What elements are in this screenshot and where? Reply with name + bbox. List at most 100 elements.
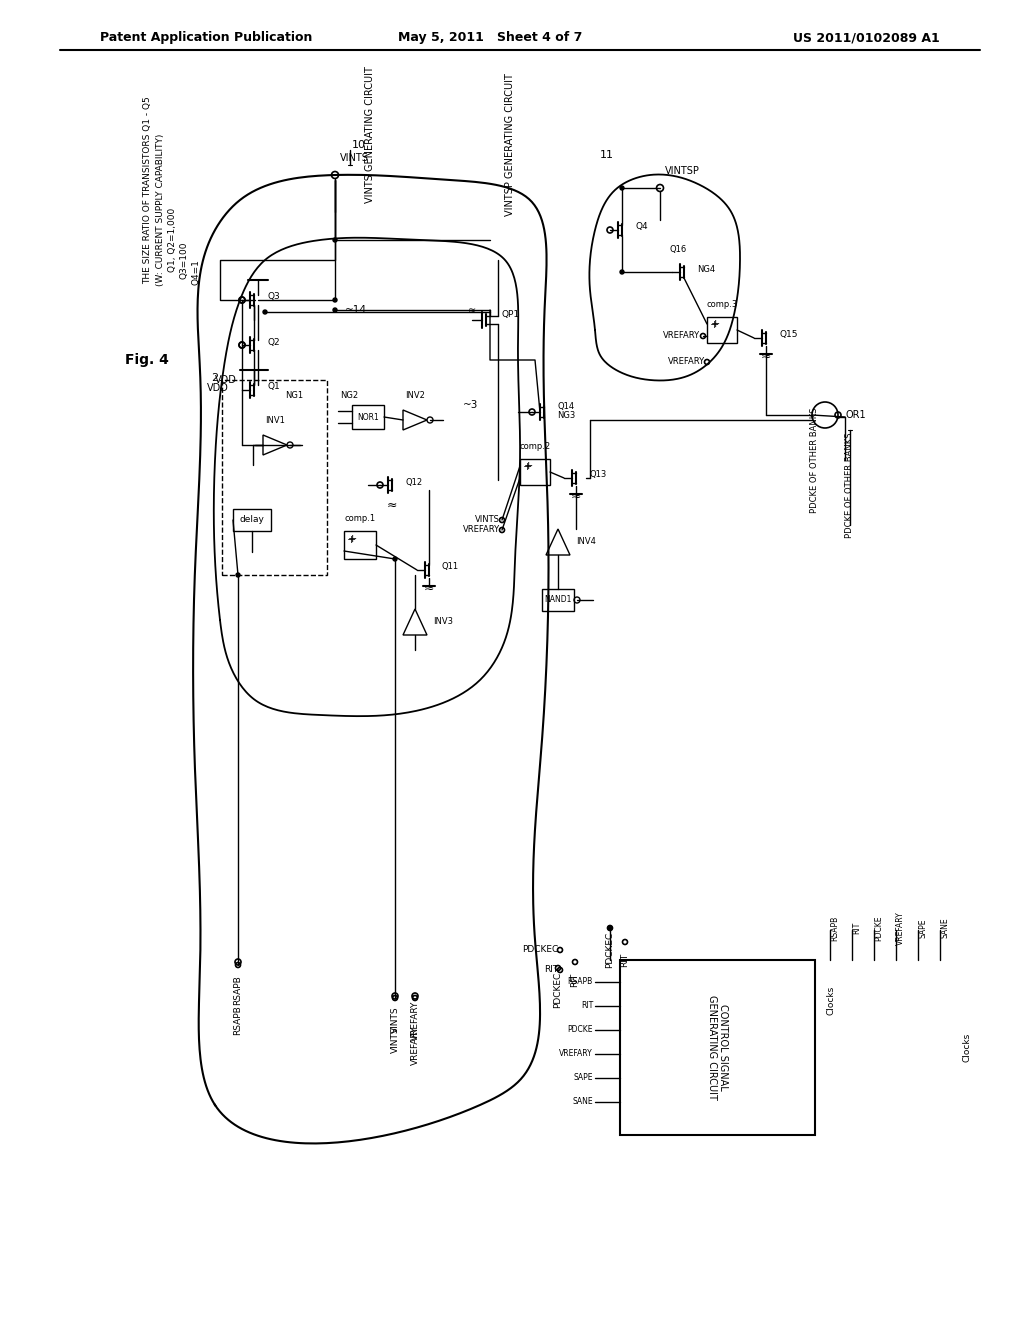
Text: comp.3: comp.3 xyxy=(707,300,737,309)
Text: comp.2: comp.2 xyxy=(519,442,551,451)
Text: NOR1: NOR1 xyxy=(357,412,379,421)
Text: +: + xyxy=(346,535,355,545)
Text: +: + xyxy=(347,535,356,544)
Text: VREFARY: VREFARY xyxy=(411,1001,420,1040)
Text: CONTROL SIGNAL
GENERATING CIRCUIT: CONTROL SIGNAL GENERATING CIRCUIT xyxy=(707,995,728,1100)
Text: SANE: SANE xyxy=(572,1097,593,1106)
Text: VINTSP GENERATING CIRCUIT: VINTSP GENERATING CIRCUIT xyxy=(505,74,515,216)
Text: RSAPB: RSAPB xyxy=(233,1005,243,1035)
Text: May 5, 2011   Sheet 4 of 7: May 5, 2011 Sheet 4 of 7 xyxy=(397,32,583,45)
Text: PDCKE: PDCKE xyxy=(567,1026,593,1035)
Text: Q2: Q2 xyxy=(267,338,280,346)
Text: RSAPB: RSAPB xyxy=(830,915,839,941)
Text: Q4=1: Q4=1 xyxy=(191,259,201,285)
Text: VREFARY: VREFARY xyxy=(663,331,700,341)
Text: VINTS: VINTS xyxy=(475,516,500,524)
Text: RIT: RIT xyxy=(544,965,558,974)
Text: US 2011/0102089 A1: US 2011/0102089 A1 xyxy=(794,32,940,45)
Text: Clocks: Clocks xyxy=(827,985,836,1015)
Text: Q3: Q3 xyxy=(267,293,280,301)
Circle shape xyxy=(620,271,624,275)
Text: RIT: RIT xyxy=(581,1002,593,1011)
Circle shape xyxy=(620,186,624,190)
Text: SANE: SANE xyxy=(940,917,949,939)
Text: SAPE: SAPE xyxy=(573,1073,593,1082)
Text: VREFARY: VREFARY xyxy=(463,525,500,535)
Text: Q13: Q13 xyxy=(589,470,606,479)
Bar xyxy=(222,380,327,576)
Text: 11: 11 xyxy=(600,150,614,160)
Text: RIT: RIT xyxy=(621,953,630,968)
Bar xyxy=(542,589,574,611)
Circle shape xyxy=(333,298,337,302)
Bar xyxy=(620,960,815,1135)
Text: ≈: ≈ xyxy=(761,350,771,363)
Text: VDD: VDD xyxy=(207,383,229,393)
Text: PDCKEC: PDCKEC xyxy=(554,972,562,1008)
Text: +: + xyxy=(711,319,720,329)
Text: Patent Application Publication: Patent Application Publication xyxy=(100,32,312,45)
Text: VREFARY: VREFARY xyxy=(559,1049,593,1059)
Circle shape xyxy=(333,238,337,242)
Text: ≈: ≈ xyxy=(468,305,476,315)
Text: Q14: Q14 xyxy=(557,403,574,412)
Text: Q16: Q16 xyxy=(670,246,687,253)
Circle shape xyxy=(333,308,337,312)
Bar xyxy=(233,510,271,531)
Circle shape xyxy=(263,310,267,314)
Text: Q15: Q15 xyxy=(779,330,798,339)
Text: Q11: Q11 xyxy=(442,562,459,572)
Text: Fig. 4: Fig. 4 xyxy=(125,352,169,367)
Text: VREFARY: VREFARY xyxy=(668,358,705,367)
Text: INV3: INV3 xyxy=(433,618,453,627)
Text: ≈: ≈ xyxy=(387,499,397,511)
Bar xyxy=(520,459,550,484)
Text: NG3: NG3 xyxy=(557,411,575,420)
Text: RIT: RIT xyxy=(570,973,580,987)
Text: delay: delay xyxy=(240,516,264,524)
Text: NG2: NG2 xyxy=(340,391,358,400)
Text: 2: 2 xyxy=(211,374,218,383)
Text: PDCKE OF OTHER BANKS: PDCKE OF OTHER BANKS xyxy=(846,432,854,537)
Text: PDCKEC: PDCKEC xyxy=(605,932,614,968)
Text: +: + xyxy=(522,462,531,473)
Text: PDCKE: PDCKE xyxy=(874,915,883,941)
Text: PDCKE OF OTHER BANKS: PDCKE OF OTHER BANKS xyxy=(810,408,819,512)
Text: Q4: Q4 xyxy=(635,223,647,231)
Text: Q3=100: Q3=100 xyxy=(179,242,188,279)
Text: VREFARY: VREFARY xyxy=(896,911,905,945)
Text: INV2: INV2 xyxy=(406,391,425,400)
Text: PDCKEC: PDCKEC xyxy=(522,945,558,954)
Text: ~14: ~14 xyxy=(345,305,367,315)
Bar xyxy=(344,531,376,558)
Text: ~3: ~3 xyxy=(463,400,478,411)
Text: Q12: Q12 xyxy=(406,478,422,487)
Text: VINTS: VINTS xyxy=(390,1027,399,1053)
Text: RIT: RIT xyxy=(852,921,861,935)
Bar xyxy=(707,317,737,343)
Text: Q1: Q1 xyxy=(267,383,280,392)
Text: SAPE: SAPE xyxy=(918,919,927,937)
Text: +: + xyxy=(523,461,532,471)
Text: comp.1: comp.1 xyxy=(344,513,376,523)
Text: INV1: INV1 xyxy=(265,416,285,425)
Text: VINTS: VINTS xyxy=(390,1007,399,1034)
Text: VINTS GENERATING CIRCUIT: VINTS GENERATING CIRCUIT xyxy=(365,66,375,203)
Circle shape xyxy=(236,573,240,577)
Text: VINTSP: VINTSP xyxy=(665,166,699,176)
Text: INV4: INV4 xyxy=(575,537,596,546)
Text: +: + xyxy=(710,319,719,330)
Circle shape xyxy=(393,557,397,561)
Text: RSAPB: RSAPB xyxy=(233,975,243,1005)
Text: Clocks: Clocks xyxy=(963,1032,972,1063)
Text: Q1, Q2=1,000: Q1, Q2=1,000 xyxy=(168,207,176,272)
Text: OR1: OR1 xyxy=(845,411,865,420)
Text: QP1: QP1 xyxy=(502,310,520,319)
Text: VREFARY: VREFARY xyxy=(411,1026,420,1065)
Text: THE SIZE RATIO OF TRANSISTORS Q1 - Q5: THE SIZE RATIO OF TRANSISTORS Q1 - Q5 xyxy=(143,96,153,284)
Text: RSAPB: RSAPB xyxy=(567,978,593,986)
Text: VINTS: VINTS xyxy=(340,153,369,162)
Circle shape xyxy=(608,927,612,931)
Text: NAND1: NAND1 xyxy=(545,595,571,605)
Text: NG1: NG1 xyxy=(285,391,303,400)
